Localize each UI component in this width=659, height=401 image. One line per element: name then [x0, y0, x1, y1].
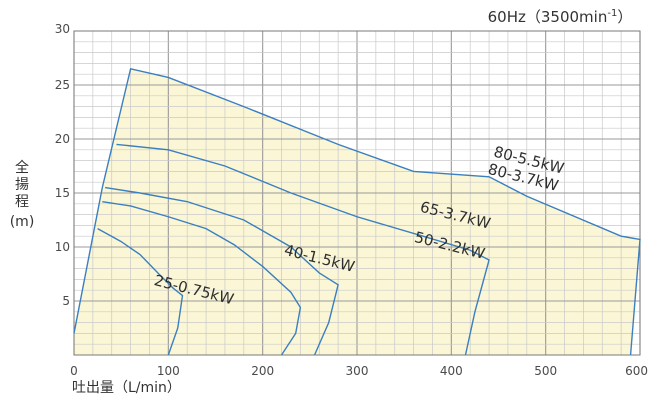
curve-25-0.75kW: [97, 228, 184, 356]
x-tick-label: 100: [157, 364, 180, 378]
envelope-line: [73, 67, 641, 356]
y-tick-label: 5: [62, 294, 70, 308]
tick-labels: 0 100 200 300 400 500 600 5 10 15 20 25 30: [55, 22, 648, 378]
y-tick-label: 15: [55, 186, 70, 200]
grid: [73, 30, 641, 356]
y-axis-unit: (m): [10, 214, 35, 230]
performance-curves: [73, 67, 641, 356]
frequency-superscript: -1: [607, 8, 617, 19]
y-tick-label: 10: [55, 240, 70, 254]
x-axis-title: 吐出量（L/min）: [72, 380, 181, 396]
y-tick-label: 25: [55, 78, 70, 92]
plot-frame: [73, 30, 641, 356]
y-axis-title-char-3: 程: [15, 194, 29, 210]
x-tick-label: 600: [625, 364, 648, 378]
x-tick-label: 200: [251, 364, 274, 378]
curve-50-2.2kW: [105, 186, 339, 356]
curve-40-1.5kW: [102, 200, 302, 356]
x-tick-label: 400: [440, 364, 463, 378]
y-tick-label: 30: [55, 22, 70, 36]
y-axis-title-char-2: 揚: [15, 176, 29, 193]
x-tick-label: 500: [534, 364, 557, 378]
x-tick-label: 300: [346, 364, 369, 378]
y-axis-title-char-1: 全: [15, 159, 29, 176]
curve-65-3.7kW: [116, 143, 490, 356]
x-tick-label: 0: [70, 364, 78, 378]
y-tick-label: 20: [55, 132, 70, 146]
frequency-label: 60Hz（3500min-1）: [488, 8, 633, 26]
